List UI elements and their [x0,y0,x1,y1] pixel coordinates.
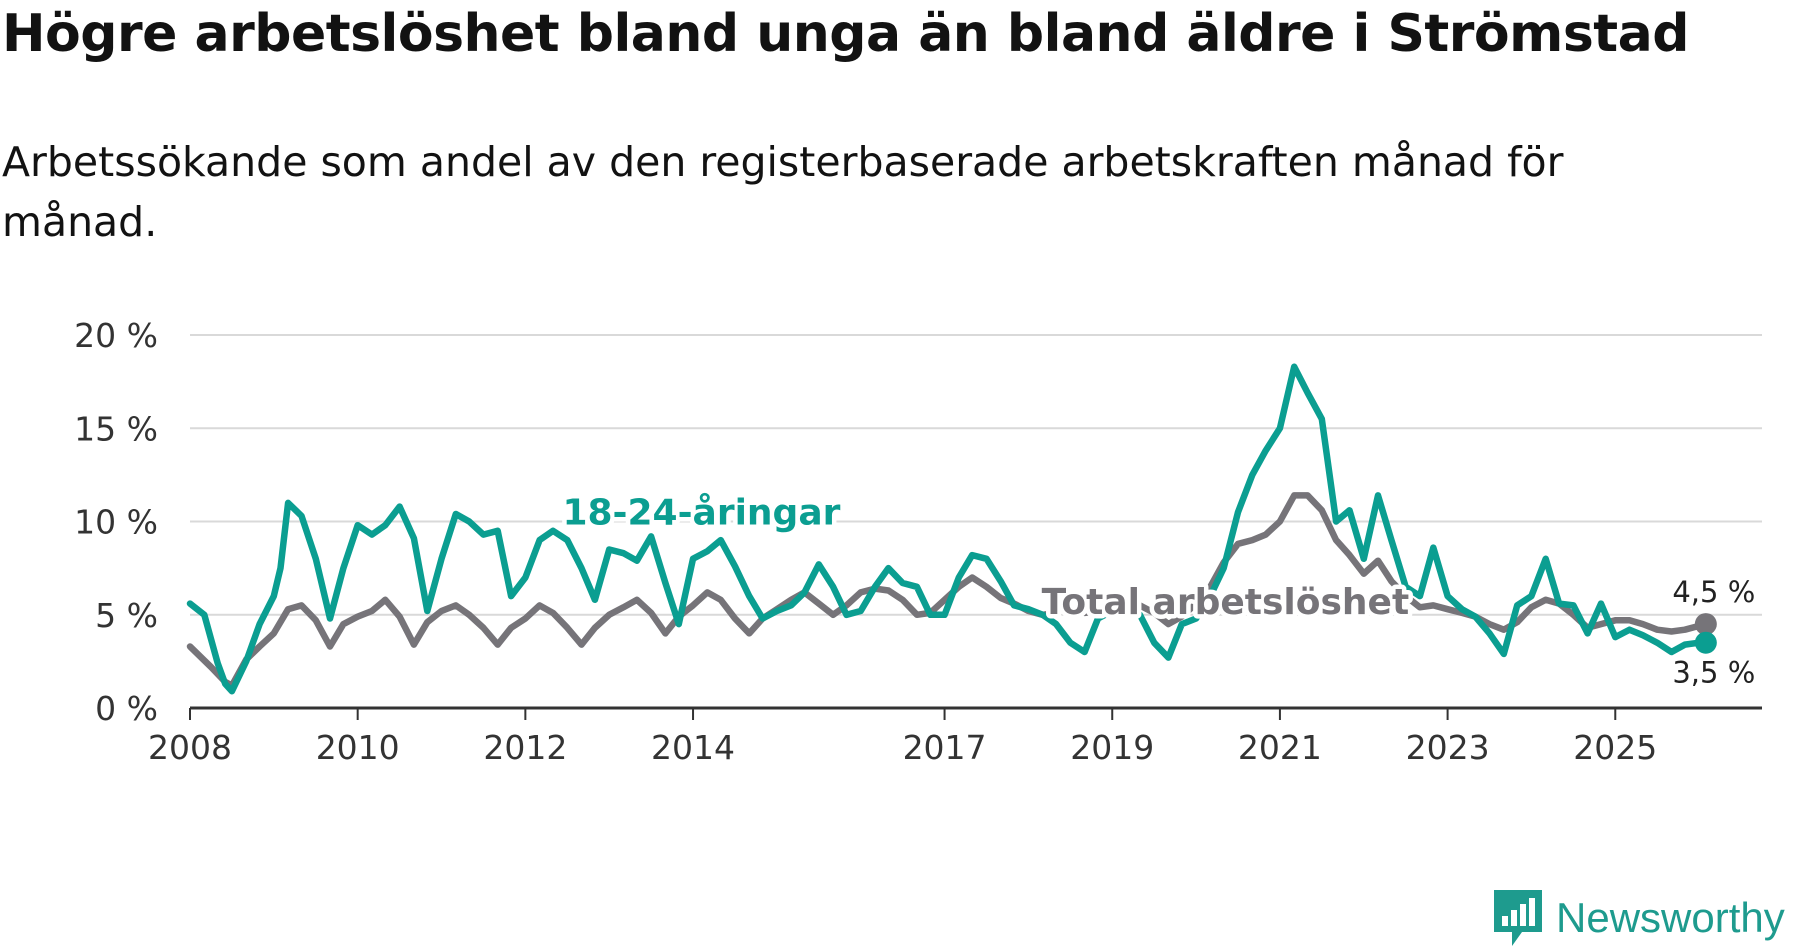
x-tick-label: 2010 [316,728,400,767]
series-line-youth [186,363,1710,695]
x-axis: 2008 2010 2012 2014 2017 2019 2021 2023 2025 [148,708,1657,767]
bar-chart-icon [1494,890,1542,946]
newsworthy-logo: Newsworthy [1492,888,1785,948]
y-tick-label: 5 % [95,596,158,635]
x-tick-label: 2014 [651,728,735,767]
y-axis: 0 % 5 % 10 % 15 % 20 % [74,316,158,728]
x-tick-label: 2025 [1573,728,1657,767]
y-tick-label: 15 % [74,409,158,448]
x-tick-label: 2023 [1406,728,1490,767]
series-label-total: Total arbetslöshet [1042,582,1410,623]
x-tick-label: 2021 [1238,728,1322,767]
y-tick-label: 0 % [95,689,158,728]
x-tick-label: 2012 [483,728,567,767]
y-tick-label: 20 % [74,316,158,355]
gridlines [190,334,1762,616]
series-labels: 4,5 % 3,5 % 18-24-åringar Total arbetslöshe… [558,488,1760,694]
x-tick-label: 2017 [903,728,987,767]
end-point-total [1694,613,1717,636]
x-tick-label: 2019 [1070,728,1154,767]
series-label-youth: 18-24-åringar [562,492,840,533]
series-line-total [186,492,1710,689]
series [186,363,1717,695]
logo-text: Newsworthy [1556,894,1785,941]
end-value-youth: 3,5 % [1672,656,1755,690]
x-tick-label: 2008 [148,728,232,767]
chart-subtitle: Arbetssökande som andel av den registerb… [2,138,1564,246]
y-tick-label: 10 % [74,503,158,542]
end-value-total: 4,5 % [1672,575,1755,609]
end-point-youth [1694,631,1717,654]
chart-title: Högre arbetslöshet bland unga än bland ä… [2,4,1689,64]
